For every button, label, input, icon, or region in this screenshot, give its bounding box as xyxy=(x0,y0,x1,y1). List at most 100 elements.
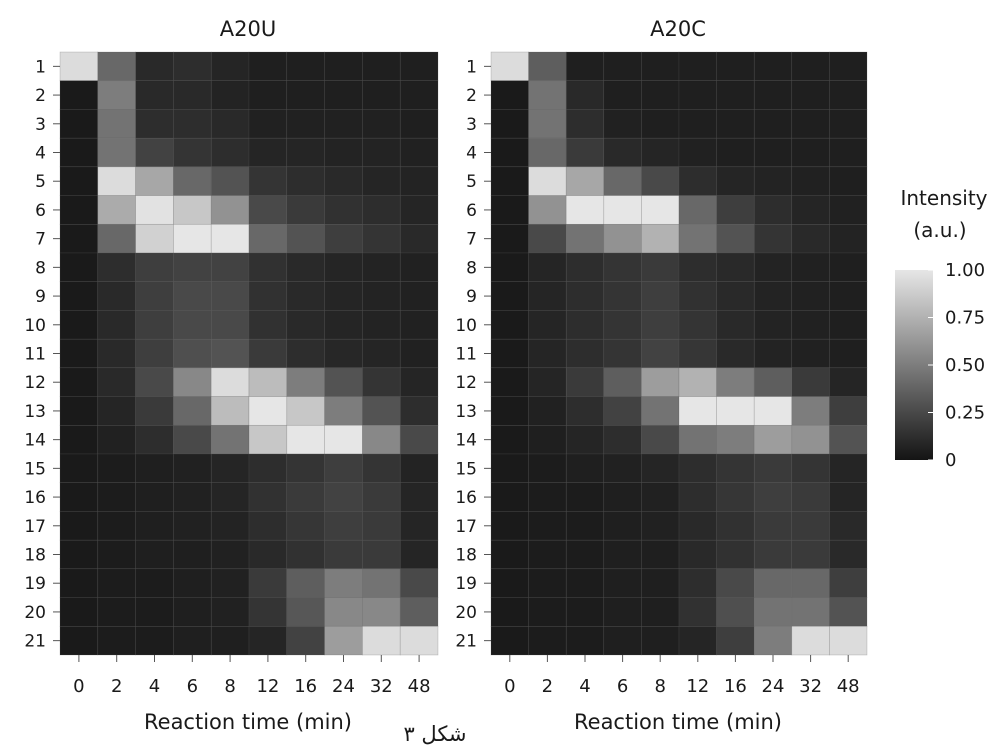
heatmap-cell xyxy=(678,281,717,311)
heatmap-cell xyxy=(528,281,567,311)
heatmap-cell xyxy=(362,367,401,397)
heatmap-cell xyxy=(399,568,439,598)
column-tick-label: 2 xyxy=(542,676,553,697)
heatmap-cell xyxy=(565,568,605,598)
heatmap-cell xyxy=(753,396,793,426)
column-tick-label: 32 xyxy=(370,676,393,697)
heatmap-cell xyxy=(829,166,868,196)
heatmap-cell xyxy=(791,80,830,110)
row-tick-label: 4 xyxy=(466,144,477,164)
column-tick-label: 12 xyxy=(256,676,279,697)
heatmap-cell xyxy=(286,453,325,484)
heatmap-cell xyxy=(248,109,288,139)
heatmap-cell xyxy=(59,453,99,484)
heatmap-cell xyxy=(324,539,363,570)
heatmap-cell xyxy=(210,195,250,225)
row-tick-label: 11 xyxy=(455,345,477,365)
heatmap-cell xyxy=(490,625,529,656)
heatmap-cell xyxy=(59,109,99,139)
colorbar: Intensity (a.u.) 1.00 0.75 0.50 0.25 0 xyxy=(895,186,988,471)
heatmap-cell xyxy=(362,80,401,110)
heatmap-cell xyxy=(829,453,868,484)
heatmap-cell xyxy=(565,195,605,225)
heatmap-cell xyxy=(173,252,212,283)
heatmap-cell xyxy=(324,367,363,397)
row-tick-label: 9 xyxy=(35,287,46,307)
heatmap-cell xyxy=(135,396,174,426)
heatmap-cell xyxy=(173,539,212,570)
heatmap-cell xyxy=(324,597,363,627)
heatmap-cell xyxy=(565,597,605,627)
heatmap-cell xyxy=(97,396,136,426)
heatmap-cell xyxy=(135,137,174,168)
heatmap-cell xyxy=(791,424,830,455)
heatmap-cell xyxy=(97,625,136,656)
heatmap-cell xyxy=(716,310,755,340)
column-tick-labels: 0 2 4 6 8 12 16 24 32 48 xyxy=(504,655,860,697)
heatmap-cell xyxy=(210,338,250,369)
heatmap-cell xyxy=(641,367,680,397)
heatmap-cell xyxy=(248,223,288,254)
heatmap-cell xyxy=(565,424,605,455)
heatmap-cell xyxy=(528,109,567,139)
heatmap-cell xyxy=(248,568,288,598)
heatmap-cell xyxy=(641,625,680,656)
heatmap-cell xyxy=(59,424,99,455)
heatmap-cell xyxy=(565,396,605,426)
heatmap-cell xyxy=(362,223,401,254)
heatmap-cell xyxy=(753,597,793,627)
heatmap-cell xyxy=(399,80,439,110)
heatmap-cell xyxy=(716,223,755,254)
heatmap-cell xyxy=(716,539,755,570)
heatmap-cell xyxy=(399,51,439,82)
heatmap-cell xyxy=(603,281,642,311)
heatmap-cell xyxy=(528,511,567,541)
row-tick-label: 13 xyxy=(455,402,477,422)
heatmap-cell xyxy=(59,166,99,196)
heatmap-cell xyxy=(210,310,250,340)
heatmap-cell xyxy=(324,166,363,196)
heatmap-cell xyxy=(678,453,717,484)
row-tick-label: 21 xyxy=(455,632,477,652)
heatmap-cell xyxy=(362,195,401,225)
heatmap-cell xyxy=(97,137,136,168)
heatmap-cell xyxy=(399,482,439,512)
heatmap-cell xyxy=(603,511,642,541)
heatmap-cell xyxy=(829,424,868,455)
heatmap-cell xyxy=(59,310,99,340)
heatmap-cell xyxy=(678,109,717,139)
heatmap-cell xyxy=(399,252,439,283)
heatmap-cell xyxy=(97,223,136,254)
heatmap-cell xyxy=(286,310,325,340)
row-tick-label: 1 xyxy=(35,57,46,77)
heatmap-cell xyxy=(399,195,439,225)
heatmap-cell xyxy=(490,453,529,484)
heatmap-cell xyxy=(791,51,830,82)
heatmap-cell xyxy=(603,424,642,455)
heatmap-cell xyxy=(59,137,99,168)
row-tick-label: 18 xyxy=(24,546,46,566)
heatmap-cell xyxy=(603,310,642,340)
heatmap-cell xyxy=(97,482,136,512)
heatmap-cell xyxy=(210,367,250,397)
heatmap-cell xyxy=(528,338,567,369)
heatmap-cell xyxy=(565,51,605,82)
heatmap-cell xyxy=(490,338,529,369)
heatmap-cell xyxy=(791,195,830,225)
heatmap-cell xyxy=(528,597,567,627)
row-tick-label: 20 xyxy=(455,603,477,623)
heatmap-cell xyxy=(603,482,642,512)
heatmap-cell xyxy=(286,482,325,512)
heatmap-cell xyxy=(603,109,642,139)
heatmap-cell xyxy=(678,80,717,110)
heatmap-cell xyxy=(286,252,325,283)
heatmap-cell xyxy=(565,252,605,283)
heatmap-cell xyxy=(528,223,567,254)
heatmap-cell xyxy=(791,539,830,570)
heatmap-cell xyxy=(678,137,717,168)
heatmap-cell xyxy=(59,597,99,627)
heatmap-cell xyxy=(603,453,642,484)
heatmap-cell xyxy=(528,195,567,225)
heatmap-cell xyxy=(791,597,830,627)
row-tick-label: 7 xyxy=(466,230,477,250)
